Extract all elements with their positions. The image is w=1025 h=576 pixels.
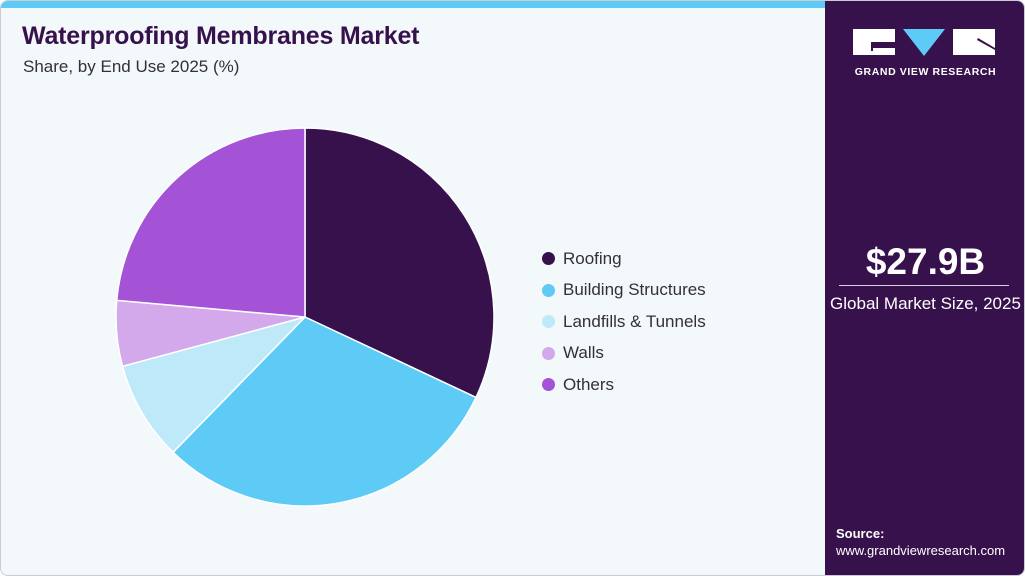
chart-subtitle: Share, by End Use 2025 (%) (23, 57, 240, 76)
legend-swatch-icon (542, 315, 555, 329)
legend-swatch-icon (542, 378, 555, 392)
pie-chart (115, 127, 495, 507)
chart-legend: Roofing Building Structures Landfills & … (542, 243, 706, 401)
brand-name: GRAND VIEW RESEARCH (854, 66, 997, 78)
legend-item-building-structures: Building Structures (542, 275, 706, 307)
pie-slice-others (115, 127, 306, 318)
legend-swatch-icon (542, 283, 555, 297)
legend-item-landfills-tunnels: Landfills & Tunnels (542, 306, 706, 338)
legend-swatch-icon (542, 252, 555, 266)
legend-label: Roofing (563, 248, 622, 268)
gvr-logo-icon (853, 29, 995, 56)
source-link[interactable]: www.grandviewresearch.com (836, 543, 1006, 558)
market-size-label: Global Market Size, 2025 (830, 294, 1021, 313)
legend-label: Walls (563, 343, 604, 363)
legend-label: Landfills & Tunnels (563, 311, 706, 331)
divider (839, 285, 1009, 286)
pie-slice-building-structures (172, 316, 477, 507)
source-label: Source: (836, 526, 885, 541)
info-sidebar: GRAND VIEW RESEARCH $27.9B Global Market… (825, 1, 1024, 575)
market-size-value: $27.9B (865, 241, 986, 282)
legend-item-others: Others (542, 369, 706, 401)
legend-label: Building Structures (563, 280, 706, 300)
chart-title: Waterproofing Membranes Market (22, 22, 420, 50)
legend-label: Others (563, 374, 615, 394)
legend-item-roofing: Roofing (542, 243, 706, 275)
pie-slice-landfills-tunnels (121, 316, 306, 454)
legend-item-walls: Walls (542, 338, 706, 370)
legend-swatch-icon (542, 346, 555, 360)
accent-bar (1, 1, 825, 8)
pie-slice-roofing (304, 127, 495, 399)
